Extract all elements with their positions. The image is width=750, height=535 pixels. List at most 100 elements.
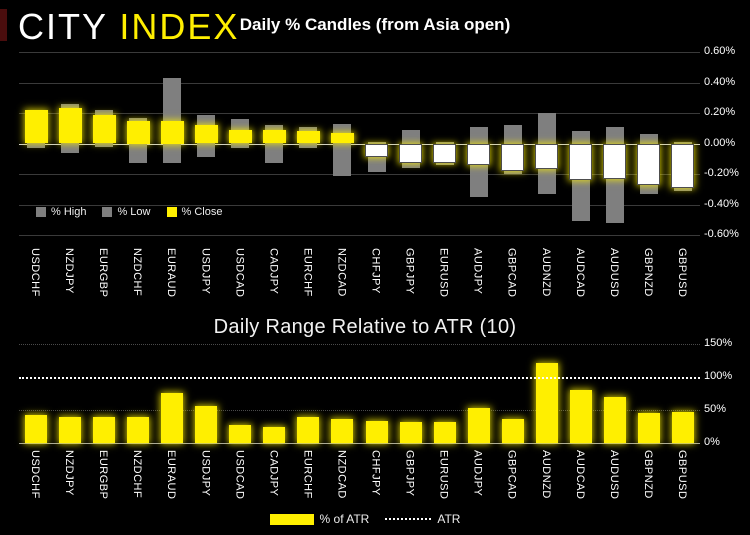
close-candle-body bbox=[194, 125, 218, 144]
x-axis-label: AUDCAD bbox=[573, 450, 586, 500]
atr-percent-bar bbox=[229, 425, 252, 443]
brand-index: INDEX bbox=[119, 6, 240, 47]
bottom-chart-title: Daily Range Relative to ATR (10) bbox=[213, 316, 517, 338]
legend-label-pct-atr: % of ATR bbox=[319, 512, 370, 526]
brand-city: CITY bbox=[18, 6, 108, 47]
x-axis-label: EURAUD bbox=[165, 450, 178, 500]
low-swatch-icon bbox=[102, 207, 113, 217]
atr-percent-bar bbox=[433, 421, 456, 443]
atr-percent-bar bbox=[671, 411, 694, 443]
x-axis-label: AUDJPY bbox=[471, 450, 484, 497]
atr-percent-bar bbox=[161, 392, 184, 443]
x-axis-label: EURCHF bbox=[301, 248, 314, 297]
x-axis-label: USDCAD bbox=[233, 248, 246, 298]
close-candle-body bbox=[330, 132, 354, 144]
gridline bbox=[19, 82, 700, 84]
x-axis-label: USDJPY bbox=[199, 248, 212, 295]
x-axis-label: NZDCHF bbox=[131, 450, 144, 499]
atr-bar-swatch-icon bbox=[269, 513, 314, 525]
close-candle-body bbox=[160, 120, 184, 144]
x-axis-label: EURUSD bbox=[437, 248, 450, 298]
x-axis-label: GBPNZD bbox=[641, 248, 654, 297]
top-chart-legend: % High % Low % Close bbox=[36, 206, 222, 218]
legend-item-atr: ATR bbox=[385, 512, 460, 526]
close-candle-body bbox=[262, 129, 286, 144]
x-axis-label: EURGBP bbox=[97, 450, 110, 500]
y-tick-label: 150% bbox=[704, 337, 733, 349]
x-axis-label: GBPUSD bbox=[675, 248, 688, 298]
close-candle-body bbox=[58, 108, 82, 144]
gridline bbox=[19, 52, 700, 53]
atr-percent-bar bbox=[195, 406, 218, 443]
x-axis-label: CHFJPY bbox=[369, 248, 382, 294]
legend-item-pct-atr: % of ATR bbox=[269, 512, 370, 526]
x-axis-label: AUDUSD bbox=[607, 450, 620, 500]
atr-percent-bar bbox=[331, 418, 354, 443]
atr-dotted-line-icon bbox=[385, 518, 432, 520]
top-chart-plot-area bbox=[19, 52, 700, 236]
legend-item-high: % High bbox=[36, 206, 86, 218]
close-candle-body bbox=[535, 143, 559, 170]
atr-percent-bar bbox=[263, 426, 286, 443]
y-tick-label: -0.40% bbox=[704, 197, 739, 210]
y-tick-label: 0% bbox=[704, 436, 720, 448]
close-swatch-icon bbox=[166, 207, 177, 217]
atr-percent-bar bbox=[59, 416, 82, 443]
x-axis-label: CADJPY bbox=[267, 248, 280, 295]
gridline bbox=[19, 410, 700, 411]
atr-percent-bar bbox=[93, 416, 116, 443]
close-candle-body bbox=[399, 143, 423, 164]
gridline bbox=[19, 174, 700, 175]
red-accent-mark bbox=[0, 9, 7, 41]
bottom-chart-plot-area bbox=[19, 344, 700, 444]
close-candle-body bbox=[569, 143, 593, 181]
legend-label-close: % Close bbox=[181, 206, 223, 218]
legend-label-atr: ATR bbox=[437, 512, 461, 526]
atr-percent-bar bbox=[467, 408, 490, 443]
atr-percent-bar bbox=[603, 397, 626, 443]
atr-percent-bar bbox=[127, 417, 150, 443]
x-axis-label: AUDCAD bbox=[573, 248, 586, 298]
gridline bbox=[19, 204, 700, 206]
legend-item-close: % Close bbox=[166, 206, 223, 218]
legend-item-low: % Low bbox=[102, 206, 151, 218]
atr-reference-line bbox=[19, 377, 700, 379]
atr-percent-bar bbox=[297, 417, 320, 443]
x-axis-label: NZDCAD bbox=[335, 248, 348, 297]
atr-percent-bar bbox=[535, 363, 558, 443]
high-swatch-icon bbox=[36, 207, 46, 217]
y-tick-label: -0.60% bbox=[704, 228, 739, 240]
close-candle-body bbox=[603, 143, 627, 179]
close-candle-body bbox=[24, 109, 48, 144]
y-tick-label: 100% bbox=[704, 370, 733, 382]
close-candle-body bbox=[467, 143, 491, 165]
atr-percent-bar bbox=[25, 414, 48, 443]
atr-percent-bar bbox=[569, 389, 592, 443]
close-candle-body bbox=[365, 143, 389, 158]
x-axis-label: GBPJPY bbox=[403, 248, 416, 295]
x-axis-label: EURAUD bbox=[165, 248, 178, 298]
x-axis-label: EURUSD bbox=[437, 450, 450, 500]
close-candle-body bbox=[637, 143, 661, 185]
brand-logo: CITY INDEX bbox=[18, 6, 239, 48]
x-axis-label: EURGBP bbox=[97, 248, 110, 298]
y-tick-label: 0.00% bbox=[704, 136, 736, 149]
gridline bbox=[19, 235, 700, 236]
close-candle-body bbox=[228, 129, 252, 144]
x-axis-label: NZDCAD bbox=[335, 450, 348, 499]
close-candle-body bbox=[433, 143, 457, 164]
close-candle-body bbox=[671, 143, 695, 188]
x-axis-label: USDJPY bbox=[199, 450, 212, 497]
legend-label-low: % Low bbox=[117, 206, 151, 218]
close-candle-body bbox=[126, 120, 150, 144]
top-chart-title: Daily % Candles (from Asia open) bbox=[239, 15, 511, 34]
atr-percent-bar bbox=[637, 413, 660, 443]
x-axis-label: NZDCHF bbox=[131, 248, 144, 297]
x-axis-label: NZDJPY bbox=[63, 248, 76, 294]
x-axis-label: NZDJPY bbox=[63, 450, 76, 496]
close-candle-body bbox=[296, 131, 320, 144]
atr-percent-bar bbox=[399, 421, 422, 443]
x-axis-label: EURCHF bbox=[301, 450, 314, 499]
close-candle-body bbox=[92, 114, 116, 144]
